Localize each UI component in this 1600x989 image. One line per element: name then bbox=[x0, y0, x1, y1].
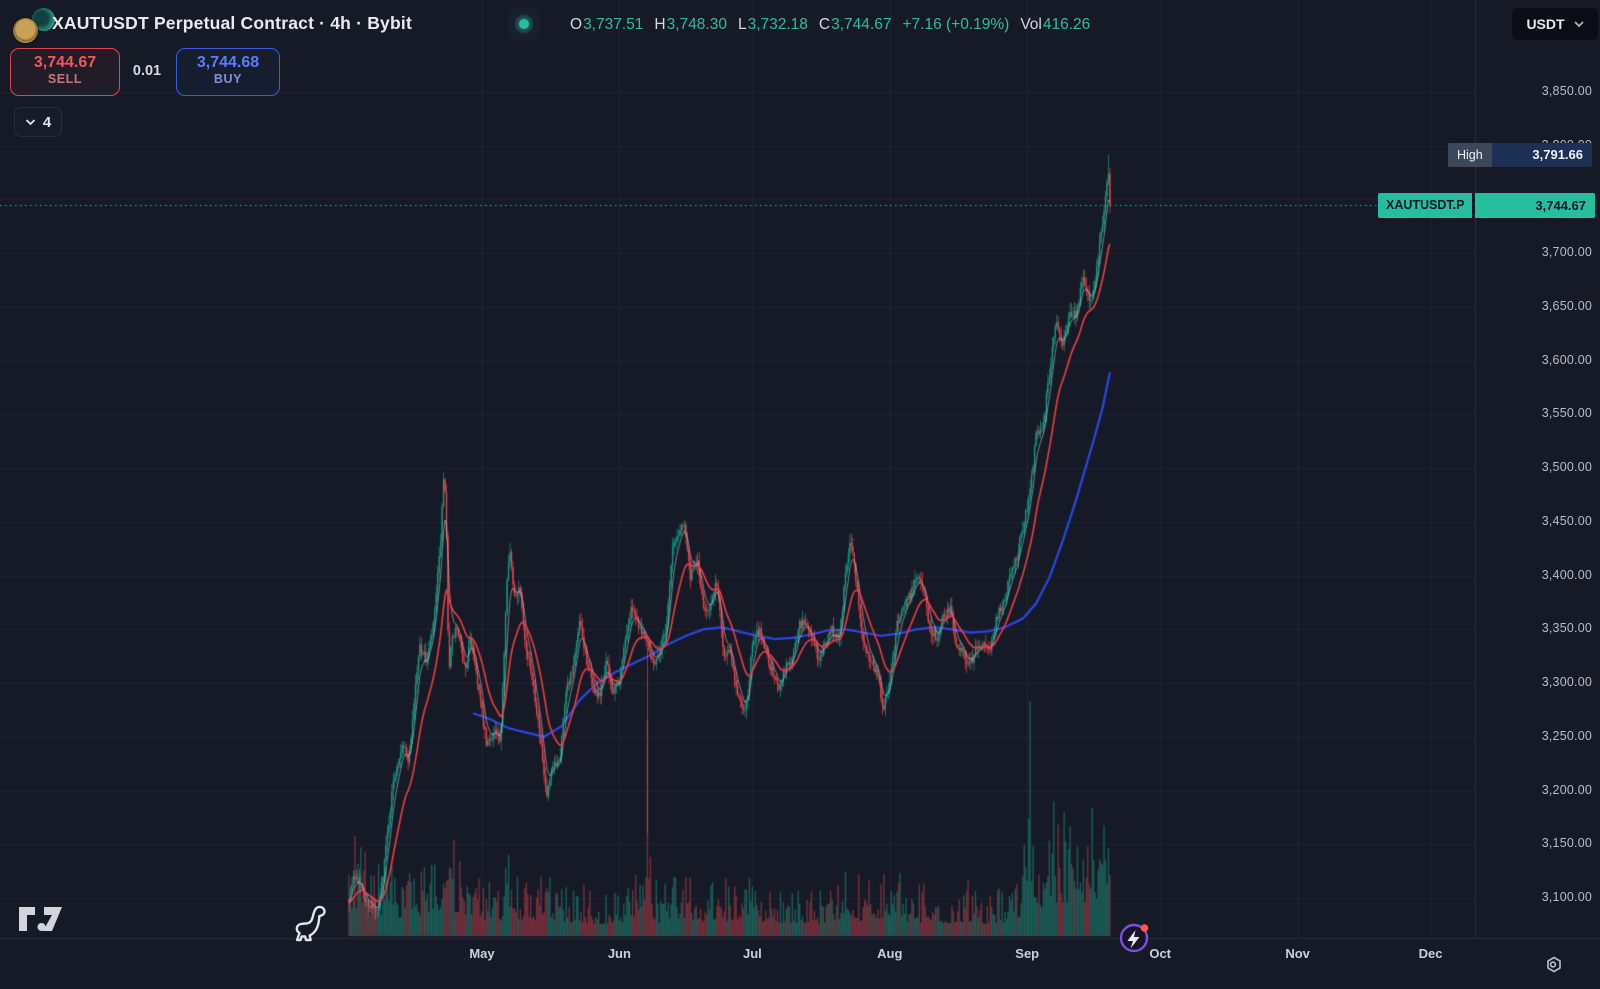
price-axis-label: 3,150.00 bbox=[1541, 836, 1592, 851]
boost-flash-button[interactable] bbox=[1116, 920, 1152, 956]
time-axis-label: May bbox=[469, 946, 495, 961]
last-price-badge: XAUTUSDT.P 3,744.67 bbox=[1378, 192, 1595, 218]
price-axis-label: 3,700.00 bbox=[1541, 245, 1592, 260]
price-axis-label: 3,550.00 bbox=[1541, 406, 1592, 421]
price-axis-label: 3,600.00 bbox=[1541, 352, 1592, 367]
symbol-logo-teal-circle bbox=[32, 8, 55, 31]
session-high-badge-label: High bbox=[1448, 142, 1492, 167]
price-axis-label: 3,500.00 bbox=[1541, 460, 1592, 475]
collapsed-orders-count: 4 bbox=[42, 113, 52, 131]
change-value: +7.16 (+0.19%) bbox=[902, 16, 1010, 33]
price-axis-label: 3,350.00 bbox=[1541, 621, 1592, 636]
chart-title: XAUTUSDT Perpetual Contract · 4h · Bybit bbox=[52, 13, 412, 33]
low-value: 3,732.18 bbox=[747, 16, 808, 33]
price-axis-label: 3,650.00 bbox=[1541, 298, 1592, 313]
currency-selector[interactable]: USDT bbox=[1512, 8, 1598, 40]
open-value: 3,737.51 bbox=[583, 16, 644, 33]
live-status-dot-icon bbox=[519, 19, 529, 29]
sell-button[interactable]: 3,744.67 SELL bbox=[10, 48, 120, 96]
session-high-badge-value: 3,791.66 bbox=[1491, 142, 1592, 167]
symbol-logo-gold-coin bbox=[13, 18, 38, 43]
price-axis-label: 3,300.00 bbox=[1541, 675, 1592, 690]
last-price-badge-value: 3,744.67 bbox=[1475, 192, 1595, 218]
price-axis-label: 3,250.00 bbox=[1541, 728, 1592, 743]
time-axis-label: Jun bbox=[607, 946, 631, 961]
time-axis-label: Jul bbox=[742, 946, 762, 961]
data-status-button[interactable] bbox=[508, 8, 540, 40]
time-axis-label: Aug bbox=[877, 946, 903, 961]
chevron-down-icon bbox=[25, 118, 35, 125]
sell-label: SELL bbox=[47, 72, 83, 86]
sell-price: 3,744.67 bbox=[33, 54, 97, 71]
symbol-logo bbox=[10, 5, 56, 45]
dinosaur-icon bbox=[295, 905, 326, 942]
volume-value: 416.26 bbox=[1042, 16, 1091, 33]
last-price-badge-symbol: XAUTUSDT.P bbox=[1378, 192, 1476, 218]
time-axis-label: Oct bbox=[1149, 946, 1171, 961]
price-axis-label: 3,400.00 bbox=[1541, 567, 1592, 582]
chevron-down-icon bbox=[1573, 20, 1584, 27]
close-label: C bbox=[818, 16, 831, 33]
price-axis-label: 3,100.00 bbox=[1541, 890, 1592, 904]
close-value: 3,744.67 bbox=[831, 16, 892, 33]
currency-label: USDT bbox=[1526, 16, 1565, 32]
buy-label: BUY bbox=[213, 72, 243, 86]
buy-button[interactable]: 3,744.68 BUY bbox=[176, 48, 280, 96]
price-axis-label: 3,450.00 bbox=[1541, 513, 1592, 528]
tradingview-logo[interactable] bbox=[18, 906, 64, 932]
ohlc-legend: O 3,737.51 H 3,748.30 L 3,732.18 C 3,744.67 … bbox=[570, 16, 1090, 34]
high-value: 3,748.30 bbox=[666, 16, 727, 33]
buy-price: 3,744.68 bbox=[196, 54, 260, 71]
time-axis-label: Dec bbox=[1418, 946, 1443, 961]
collapsed-orders-chip[interactable]: 4 bbox=[14, 107, 62, 137]
session-high-badge: High 3,791.66 bbox=[1448, 142, 1592, 167]
time-axis-label: Sep bbox=[1015, 946, 1040, 961]
price-axis-label: 3,200.00 bbox=[1541, 782, 1592, 797]
spread-value: 0.01 bbox=[132, 63, 162, 79]
low-label: L bbox=[737, 16, 747, 33]
settings-gear-icon[interactable] bbox=[1541, 953, 1565, 977]
high-label: H bbox=[654, 16, 666, 33]
price-axis-label: 3,850.00 bbox=[1541, 84, 1592, 98]
volume-label: Vol bbox=[1020, 16, 1042, 33]
time-axis-label: Nov bbox=[1285, 946, 1310, 961]
open-label: O bbox=[570, 16, 583, 33]
